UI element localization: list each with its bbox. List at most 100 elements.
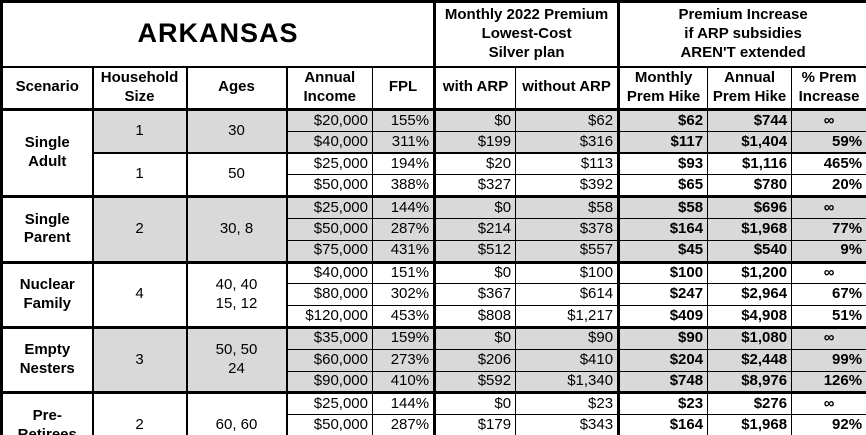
title-row: ARKANSAS Monthly 2022 Premium Lowest-Cos… — [0, 1, 866, 68]
col-header-without-arp: without ARP — [515, 66, 620, 111]
household-size-cell: 2 — [91, 195, 187, 263]
monthly-prem-hike-cell: $100 — [617, 260, 709, 285]
col-header-scenario: Scenario — [1, 66, 93, 111]
fpl-cell: 410% — [371, 370, 436, 394]
annual-prem-hike-cell: $696 — [707, 195, 793, 219]
ages-cell: 30, 8 — [185, 195, 287, 263]
table-row: Empty Nesters 3 50, 50 24 $35,000 159% $0 $90 $… — [1, 325, 866, 394]
annual-prem-hike-cell: $780 — [707, 174, 793, 198]
without-arp-cell: $58 — [515, 195, 620, 219]
table-row: Nuclear Family 4 40, 40 15, 12 $40,000 151% $… — [1, 260, 866, 328]
with-arp-cell: $367 — [433, 283, 517, 307]
household-size-cell: 3 — [91, 325, 187, 394]
pct-prem-increase-cell: ∞ — [791, 195, 866, 219]
with-arp-cell: $199 — [433, 130, 517, 154]
annual-income-cell: $120,000 — [285, 305, 373, 328]
without-arp-cell: $343 — [515, 414, 620, 435]
fpl-cell: 431% — [371, 239, 436, 263]
fpl-cell: 311% — [371, 130, 436, 154]
with-arp-cell: $20 — [433, 152, 517, 176]
col-header-pct-prem-increase: % Prem Increase — [791, 66, 866, 111]
pct-prem-increase-cell: ∞ — [791, 391, 866, 416]
scenario-cell: Pre- Retirees — [1, 391, 93, 435]
col-header-household-size: Household Size — [91, 66, 187, 111]
annual-income-cell: $40,000 — [285, 260, 373, 285]
col-header-monthly-prem-hike: Monthly Prem Hike — [617, 66, 709, 111]
scenario-cell: Nuclear Family — [1, 260, 93, 328]
annual-prem-hike-cell: $2,448 — [707, 348, 793, 372]
monthly-prem-hike-cell: $93 — [617, 152, 709, 176]
pct-prem-increase-cell: 9% — [791, 239, 866, 263]
annual-prem-hike-cell: $1,968 — [707, 217, 793, 241]
pct-prem-increase-cell: 59% — [791, 130, 866, 154]
table-row: $50,000 287% $179 $343 $164 $1,968 92% — [2, 414, 866, 435]
annual-income-cell: $25,000 — [285, 195, 373, 219]
pct-prem-increase-cell: 20% — [791, 174, 866, 198]
without-arp-cell: $392 — [515, 174, 620, 198]
household-size-cell: 4 — [91, 260, 187, 328]
scenario-cell: Empty Nesters — [1, 325, 93, 394]
ages-cell: 60, 60 — [185, 391, 287, 435]
monthly-prem-hike-cell: $748 — [617, 370, 709, 394]
table-row: Pre- Retirees 2 60, 60 $25,000 144% $0 $23 $23 $… — [1, 391, 866, 435]
monthly-prem-hike-cell: $247 — [617, 283, 709, 307]
with-arp-cell: $214 — [433, 217, 517, 241]
ages-cell: 40, 40 15, 12 — [185, 260, 287, 328]
with-arp-cell: $0 — [433, 195, 517, 219]
annual-prem-hike-cell: $1,116 — [707, 152, 793, 176]
annual-income-cell: $25,000 — [285, 391, 373, 416]
pct-prem-increase-cell: 465% — [791, 152, 866, 176]
fpl-cell: 273% — [371, 348, 436, 372]
household-size-cell: 1 — [91, 152, 187, 198]
annual-prem-hike-cell: $4,908 — [707, 305, 793, 328]
annual-prem-hike-cell: $2,964 — [707, 283, 793, 307]
fpl-cell: 159% — [371, 325, 436, 350]
monthly-prem-hike-cell: $65 — [617, 174, 709, 198]
annual-income-cell: $40,000 — [285, 130, 373, 154]
col-header-ages: Ages — [185, 66, 287, 111]
annual-income-cell: $75,000 — [285, 239, 373, 263]
monthly-prem-hike-cell: $62 — [617, 108, 709, 132]
fpl-cell: 144% — [371, 391, 436, 416]
without-arp-cell: $113 — [515, 152, 620, 176]
monthly-prem-hike-cell: $45 — [617, 239, 709, 263]
fpl-cell: 287% — [371, 414, 436, 435]
without-arp-cell: $1,340 — [515, 370, 620, 394]
monthly-prem-hike-cell: $117 — [617, 130, 709, 154]
table-body: Single Adult 1 30 $20,000 155% $0 $62 $62 $744 ∞ $… — [1, 107, 866, 435]
without-arp-cell: $1,217 — [515, 305, 620, 328]
annual-income-cell: $50,000 — [285, 174, 373, 198]
monthly-prem-hike-cell: $23 — [617, 391, 709, 416]
pct-prem-increase-cell: 92% — [791, 414, 866, 435]
table-row: Single Parent 2 30, 8 $25,000 144% $0 $58 $58 $6… — [1, 195, 866, 263]
with-arp-cell: $0 — [433, 325, 517, 350]
annual-income-cell: $25,000 — [285, 152, 373, 176]
annual-income-cell: $50,000 — [285, 217, 373, 241]
with-arp-cell: $0 — [433, 108, 517, 132]
table-row: $50,000 388% $327 $392 $65 $780 20% — [2, 174, 866, 198]
with-arp-cell: $327 — [433, 174, 517, 198]
monthly-prem-hike-cell: $409 — [617, 305, 709, 328]
page-title: ARKANSAS — [0, 1, 436, 68]
annual-prem-hike-cell: $1,968 — [707, 414, 793, 435]
with-arp-cell: $0 — [433, 391, 517, 416]
pct-prem-increase-cell: ∞ — [791, 108, 866, 132]
fpl-cell: 388% — [371, 174, 436, 198]
annual-prem-hike-cell: $744 — [707, 108, 793, 132]
fpl-cell: 151% — [371, 260, 436, 285]
with-arp-cell: $206 — [433, 348, 517, 372]
fpl-cell: 302% — [371, 283, 436, 307]
col-header-annual-prem-hike: Annual Prem Hike — [707, 66, 793, 111]
pct-prem-increase-cell: ∞ — [791, 325, 866, 350]
without-arp-cell: $23 — [515, 391, 620, 416]
without-arp-cell: $62 — [515, 108, 620, 132]
table-row: $75,000 431% $512 $557 $45 $540 9% — [2, 239, 866, 263]
household-size-cell: 2 — [91, 391, 187, 435]
annual-income-cell: $90,000 — [285, 370, 373, 394]
household-size-cell: 1 — [91, 108, 187, 154]
pct-prem-increase-cell: 126% — [791, 370, 866, 394]
annual-income-cell: $20,000 — [285, 108, 373, 132]
monthly-prem-hike-cell: $204 — [617, 348, 709, 372]
